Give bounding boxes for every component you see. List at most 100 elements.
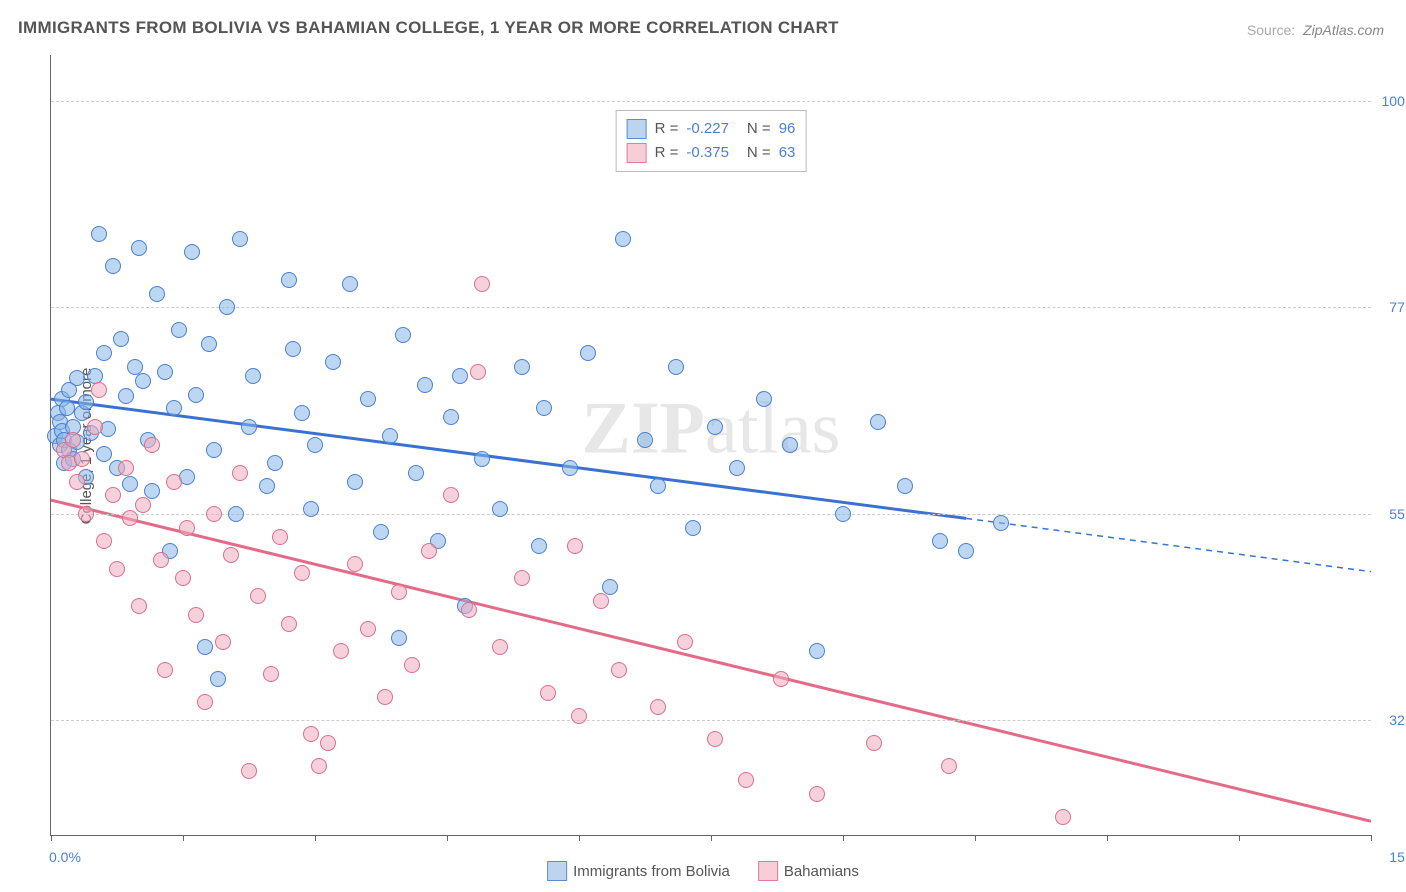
bolivia-point bbox=[259, 478, 275, 494]
bolivia-point bbox=[184, 244, 200, 260]
bolivia-point bbox=[360, 391, 376, 407]
bolivia-point bbox=[514, 359, 530, 375]
bahamians-point bbox=[91, 382, 107, 398]
bahamians-point bbox=[540, 685, 556, 701]
bolivia-point bbox=[932, 533, 948, 549]
y-tick-label: 100.0% bbox=[1377, 93, 1406, 109]
bolivia-point bbox=[105, 258, 121, 274]
stat-n-value: 96 bbox=[779, 117, 796, 141]
bolivia-point bbox=[131, 240, 147, 256]
bolivia-point bbox=[122, 476, 138, 492]
bolivia-point bbox=[325, 354, 341, 370]
bolivia-point bbox=[668, 359, 684, 375]
bolivia-point bbox=[219, 299, 235, 315]
bahamians-point bbox=[707, 731, 723, 747]
bahamians-point bbox=[421, 543, 437, 559]
bahamians-point bbox=[144, 437, 160, 453]
bolivia-point bbox=[228, 506, 244, 522]
bolivia-point bbox=[188, 387, 204, 403]
bahamians-point bbox=[197, 694, 213, 710]
stats-legend-box: R =-0.227N =96R =-0.375N =63 bbox=[616, 110, 807, 172]
x-tick bbox=[315, 835, 316, 841]
bolivia-point bbox=[59, 400, 75, 416]
bolivia-point bbox=[241, 419, 257, 435]
bolivia-point bbox=[408, 465, 424, 481]
bolivia-point bbox=[96, 446, 112, 462]
bahamians-point bbox=[263, 666, 279, 682]
bolivia-point bbox=[342, 276, 358, 292]
bolivia-point bbox=[373, 524, 389, 540]
bolivia-point bbox=[166, 400, 182, 416]
bolivia-point bbox=[391, 630, 407, 646]
legend-swatch bbox=[547, 861, 567, 881]
bolivia-point bbox=[417, 377, 433, 393]
bolivia-point bbox=[157, 364, 173, 380]
legend-label: Bahamians bbox=[784, 863, 859, 880]
stats-row: R =-0.227N =96 bbox=[627, 117, 796, 141]
bolivia-point bbox=[294, 405, 310, 421]
bahamians-point bbox=[118, 460, 134, 476]
bahamians-point bbox=[404, 657, 420, 673]
bolivia-point bbox=[729, 460, 745, 476]
bolivia-point bbox=[78, 394, 94, 410]
bolivia-point bbox=[135, 373, 151, 389]
bolivia-point bbox=[69, 370, 85, 386]
bolivia-point bbox=[707, 419, 723, 435]
bolivia-point bbox=[201, 336, 217, 352]
y-tick-label: 32.5% bbox=[1377, 712, 1406, 728]
source-label: Source: bbox=[1247, 22, 1295, 38]
bolivia-point bbox=[615, 231, 631, 247]
bahamians-point bbox=[175, 570, 191, 586]
x-tick bbox=[1371, 835, 1372, 841]
bahamians-point bbox=[492, 639, 508, 655]
bolivia-point bbox=[474, 451, 490, 467]
bolivia-point bbox=[91, 226, 107, 242]
stats-swatch bbox=[627, 143, 647, 163]
bolivia-point bbox=[650, 478, 666, 494]
bahamians-point bbox=[773, 671, 789, 687]
bahamians-point bbox=[153, 552, 169, 568]
bahamians-point bbox=[232, 465, 248, 481]
bolivia-point bbox=[197, 639, 213, 655]
legend-swatch bbox=[758, 861, 778, 881]
bahamians-point bbox=[377, 689, 393, 705]
bahamians-point bbox=[69, 474, 85, 490]
bolivia-point bbox=[232, 231, 248, 247]
x-tick bbox=[711, 835, 712, 841]
grid-line bbox=[51, 101, 1371, 102]
bolivia-point bbox=[756, 391, 772, 407]
legend-item: Immigrants from Bolivia bbox=[547, 861, 730, 881]
bolivia-trend-dash bbox=[966, 518, 1371, 571]
bolivia-point bbox=[809, 643, 825, 659]
bolivia-point bbox=[171, 322, 187, 338]
x-tick bbox=[843, 835, 844, 841]
bahamians-point bbox=[474, 276, 490, 292]
bahamians-point bbox=[347, 556, 363, 572]
bahamians-point bbox=[866, 735, 882, 751]
bahamians-point bbox=[320, 735, 336, 751]
bolivia-point bbox=[958, 543, 974, 559]
bahamians-point bbox=[611, 662, 627, 678]
x-tick bbox=[51, 835, 52, 841]
bolivia-point bbox=[993, 515, 1009, 531]
bolivia-point bbox=[531, 538, 547, 554]
x-left-label: 0.0% bbox=[49, 849, 81, 865]
stat-r-label: R = bbox=[655, 141, 679, 165]
bolivia-point bbox=[395, 327, 411, 343]
bolivia-point bbox=[685, 520, 701, 536]
bahamians-point bbox=[96, 533, 112, 549]
bahamians-point bbox=[131, 598, 147, 614]
watermark-zip: ZIP bbox=[582, 388, 705, 470]
x-tick bbox=[447, 835, 448, 841]
bahamians-point bbox=[65, 432, 81, 448]
bolivia-point bbox=[149, 286, 165, 302]
bahamians-point bbox=[360, 621, 376, 637]
bahamians-point bbox=[514, 570, 530, 586]
stat-n-label: N = bbox=[747, 141, 771, 165]
x-tick bbox=[1107, 835, 1108, 841]
bolivia-point bbox=[580, 345, 596, 361]
watermark-atlas: atlas bbox=[705, 388, 841, 470]
bolivia-point bbox=[118, 388, 134, 404]
legend-label: Immigrants from Bolivia bbox=[573, 863, 730, 880]
bahamians-point bbox=[74, 451, 90, 467]
